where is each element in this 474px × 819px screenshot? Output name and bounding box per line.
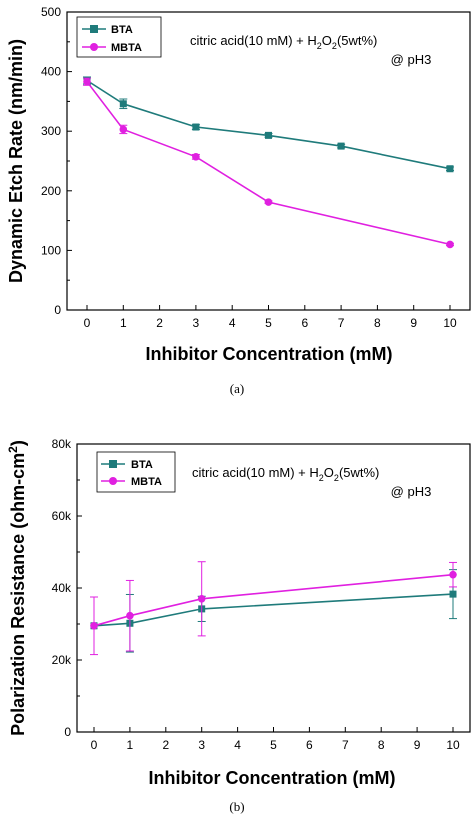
legend-marker-bta-b <box>109 460 117 468</box>
y-tick-label-a-5: 500 <box>41 5 61 19</box>
x-tick-label-b-5: 5 <box>270 738 277 752</box>
data-point-mbta-b-2 <box>197 595 206 603</box>
y-tick-label-a-1: 100 <box>41 243 61 257</box>
data-point-mbta-b-3 <box>449 570 457 579</box>
x-tick-label-b-4: 4 <box>234 738 241 752</box>
data-point-mbta-a-1 <box>119 125 128 134</box>
x-tick-label-a-3: 3 <box>193 316 200 330</box>
y-tick-label-a-2: 200 <box>41 184 61 198</box>
x-tick-label-b-6: 6 <box>306 738 313 752</box>
legend-marker-mbta-a <box>90 43 98 51</box>
x-axis-label-a: Inhibitor Concentration (mM) <box>146 344 393 364</box>
x-tick-label-a-7: 7 <box>338 316 345 330</box>
x-tick-label-a-8: 8 <box>374 316 381 330</box>
x-axis-b: 0 1 2 3 4 5 6 7 8 9 10 <box>91 727 460 752</box>
series-line-mbta-a <box>86 81 451 246</box>
y-axis-a: 0 100 200 300 400 500 <box>41 5 72 317</box>
data-point-bta-a-3 <box>265 131 272 139</box>
caption-b: (b) <box>229 799 244 814</box>
legend-label-bta-b: BTA <box>131 459 153 471</box>
x-tick-label-b-10: 10 <box>446 738 460 752</box>
legend-marker-bta-a <box>90 25 98 33</box>
legend-label-bta-a: BTA <box>111 24 133 36</box>
legend-marker-mbta-b <box>109 477 117 485</box>
annotation-a-line2: @ pH3 <box>391 52 432 67</box>
legend-label-mbta-a: MBTA <box>111 42 142 54</box>
x-tick-label-a-10: 10 <box>443 316 457 330</box>
series-line-bta-b <box>93 593 454 627</box>
data-point-bta-a-5 <box>446 165 454 173</box>
x-axis-label-b: Inhibitor Concentration (mM) <box>149 768 396 788</box>
x-tick-label-a-6: 6 <box>301 316 308 330</box>
x-tick-label-a-2: 2 <box>156 316 163 330</box>
data-point-mbta-b-1 <box>126 611 134 620</box>
data-point-bta-a-1 <box>119 100 127 108</box>
x-tick-label-a-0: 0 <box>84 316 91 330</box>
y-axis-label-a: Dynamic Etch Rate (nm/min) <box>6 39 26 283</box>
data-point-mbta-a-4 <box>446 240 454 249</box>
x-tick-label-b-2: 2 <box>162 738 169 752</box>
x-tick-label-a-1: 1 <box>120 316 127 330</box>
y-tick-label-a-4: 400 <box>41 65 61 79</box>
x-tick-label-b-7: 7 <box>342 738 349 752</box>
y-tick-label-b-0: 0 <box>64 725 71 739</box>
legend-label-mbta-b: MBTA <box>131 476 162 488</box>
data-point-mbta-b-0 <box>90 622 98 630</box>
x-tick-label-b-0: 0 <box>91 738 98 752</box>
data-point-mbta-a-2 <box>192 153 200 161</box>
data-point-bta-a-4 <box>337 142 345 150</box>
legend-box-a <box>76 16 162 58</box>
annotation-a-line1: citric acid(10 mM) + H2O2(5wt%) <box>190 33 377 51</box>
x-axis-a: 0 1 2 3 4 5 6 7 8 9 10 <box>84 305 457 330</box>
x-tick-label-a-4: 4 <box>229 316 236 330</box>
data-point-bta-a-2 <box>192 123 200 131</box>
chart-b: 0 20k 40k 60k 80k 0 1 2 3 4 5 6 7 8 9 10 Polarization … <box>6 437 471 814</box>
legend-b: BTA MBTA <box>96 451 176 493</box>
annotation-b-line1: citric acid(10 mM) + H2O2(5wt%) <box>192 465 379 483</box>
data-point-mbta-a-0 <box>83 77 91 86</box>
y-tick-label-a-0: 0 <box>54 303 61 317</box>
x-tick-label-a-9: 9 <box>410 316 417 330</box>
data-point-mbta-a-3 <box>264 198 273 206</box>
caption-a: (a) <box>230 381 244 396</box>
x-tick-label-b-8: 8 <box>378 738 385 752</box>
x-tick-label-b-9: 9 <box>414 738 421 752</box>
annotation-b-line2: @ pH3 <box>391 484 432 499</box>
series-line-mbta-b <box>93 573 454 627</box>
y-axis-b: 0 20k 40k 60k 80k <box>52 437 82 739</box>
series-group-a <box>83 76 454 249</box>
y-tick-label-b-3: 60k <box>52 509 72 523</box>
y-tick-label-b-1: 20k <box>52 653 72 667</box>
y-axis-label-b: Polarization Resistance (ohm-cm2) <box>6 440 28 736</box>
y-tick-label-a-3: 300 <box>41 124 61 138</box>
legend-box-b <box>96 451 176 493</box>
x-tick-label-b-1: 1 <box>127 738 134 752</box>
y-tick-label-b-2: 40k <box>52 581 72 595</box>
x-tick-label-a-5: 5 <box>265 316 272 330</box>
data-point-bta-b-3 <box>449 590 457 598</box>
y-tick-label-b-4: 80k <box>52 437 72 451</box>
series-line-bta-a <box>86 79 451 170</box>
legend-a: BTA MBTA <box>76 16 162 58</box>
x-tick-label-b-3: 3 <box>198 738 205 752</box>
series-group-b <box>90 561 457 656</box>
chart-a: 0 100 200 300 400 500 0 1 2 3 4 5 6 7 8 9 10 Dynamic Et… <box>6 5 471 396</box>
